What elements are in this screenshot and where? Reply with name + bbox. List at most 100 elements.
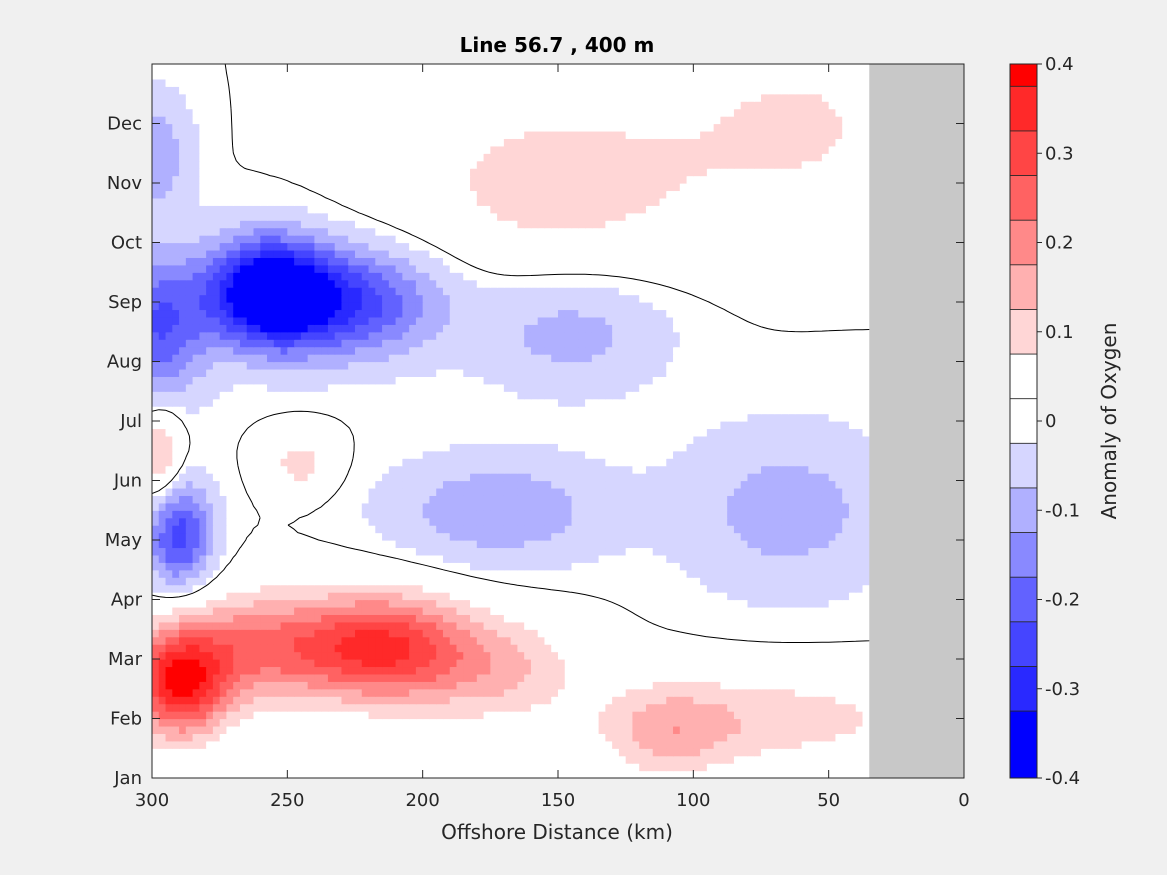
heatmap-cell <box>645 517 654 526</box>
heatmap-cell <box>497 502 505 511</box>
heatmap-cell <box>402 502 410 511</box>
heatmap-cell <box>571 733 579 742</box>
heatmap-cell <box>774 755 782 764</box>
heatmap-cell <box>693 621 701 630</box>
heatmap-cell <box>314 584 322 593</box>
heatmap-cell <box>334 659 343 668</box>
heatmap-cell <box>321 480 329 489</box>
heatmap-cell <box>720 718 728 727</box>
heatmap-cell <box>436 629 444 638</box>
heatmap-cell <box>361 502 370 511</box>
heatmap-cell <box>558 696 566 705</box>
heatmap-cell <box>273 540 282 549</box>
heatmap-cell <box>855 487 864 496</box>
heatmap-cell <box>693 480 701 489</box>
heatmap-cell <box>558 495 566 504</box>
heatmap-cell <box>740 502 749 511</box>
heatmap-cell <box>693 644 701 653</box>
heatmap-cell <box>246 711 255 720</box>
heatmap-cell <box>307 688 315 697</box>
heatmap-cell <box>192 725 200 734</box>
heatmap-cell <box>402 532 410 541</box>
heatmap-cell <box>361 651 370 660</box>
heatmap-cell <box>666 592 674 601</box>
heatmap-cell <box>706 554 715 563</box>
heatmap-cell <box>470 599 478 608</box>
heatmap-cell <box>503 569 512 578</box>
heatmap-cell <box>348 480 356 489</box>
heatmap-cell <box>429 681 437 690</box>
heatmap-cell <box>740 547 749 556</box>
heatmap-cell <box>673 763 681 772</box>
heatmap-cell <box>781 547 789 556</box>
heatmap-cell <box>483 688 491 697</box>
heatmap-cell <box>429 547 437 556</box>
heatmap-cell <box>375 659 383 668</box>
heatmap-cell <box>564 651 573 660</box>
heatmap-cell <box>341 569 349 578</box>
heatmap-cell <box>219 718 228 727</box>
heatmap-cell <box>490 517 498 526</box>
heatmap-cell <box>273 584 282 593</box>
heatmap-cell <box>801 703 809 712</box>
heatmap-cell <box>632 584 640 593</box>
heatmap-cell <box>185 763 194 772</box>
heatmap-cell <box>470 614 478 623</box>
heatmap-cell <box>794 495 803 504</box>
heatmap-cell <box>605 725 613 734</box>
heatmap-cell <box>733 681 742 690</box>
heatmap-cell <box>510 517 518 526</box>
heatmap-cell <box>375 673 383 682</box>
heatmap-cell <box>355 659 363 668</box>
heatmap-cell <box>260 480 268 489</box>
heatmap-cell <box>179 465 187 474</box>
heatmap-cell <box>530 569 539 578</box>
heatmap-cell <box>409 696 417 705</box>
heatmap-cell <box>415 718 424 727</box>
heatmap-cell <box>645 599 654 608</box>
heatmap-cell <box>794 711 803 720</box>
heatmap-cell <box>713 688 721 697</box>
heatmap-cell <box>388 584 397 593</box>
heatmap-cell <box>321 629 329 638</box>
heatmap-cell <box>395 659 403 668</box>
heatmap-cell <box>645 584 654 593</box>
heatmap-cell <box>172 606 180 615</box>
heatmap-cell <box>212 510 221 519</box>
heatmap-cell <box>571 763 579 772</box>
heatmap-cell <box>300 599 309 608</box>
heatmap-cell <box>415 681 424 690</box>
heatmap-cell <box>260 636 268 645</box>
heatmap-cell <box>273 621 282 630</box>
heatmap-cell <box>503 659 512 668</box>
heatmap-cell <box>754 495 762 504</box>
heatmap-cell <box>720 629 728 638</box>
heatmap-cell <box>821 703 830 712</box>
heatmap-cell <box>673 562 681 571</box>
heatmap-cell <box>490 540 498 549</box>
heatmap-cell <box>652 465 661 474</box>
heatmap-cell <box>551 651 559 660</box>
heatmap-cell <box>618 554 627 563</box>
heatmap-cell <box>618 502 627 511</box>
heatmap-cell <box>442 487 451 496</box>
heatmap-cell <box>781 569 789 578</box>
heatmap-cell <box>470 495 478 504</box>
heatmap-cell <box>686 540 694 549</box>
heatmap-cell <box>503 696 512 705</box>
heatmap-cell <box>483 540 491 549</box>
heatmap-cell <box>517 592 525 601</box>
heatmap-cell <box>788 592 796 601</box>
heatmap-cell <box>415 614 424 623</box>
heatmap-cell <box>605 703 613 712</box>
heatmap-cell <box>842 659 850 668</box>
heatmap-cell <box>591 636 600 645</box>
heatmap-cell <box>273 644 282 653</box>
heatmap-cell <box>382 525 390 534</box>
heatmap-cell <box>422 621 431 630</box>
heatmap-cell <box>260 606 268 615</box>
heatmap-cell <box>483 599 491 608</box>
heatmap-cell <box>673 473 681 482</box>
heatmap-cell <box>564 733 573 742</box>
heatmap-cell <box>442 629 451 638</box>
